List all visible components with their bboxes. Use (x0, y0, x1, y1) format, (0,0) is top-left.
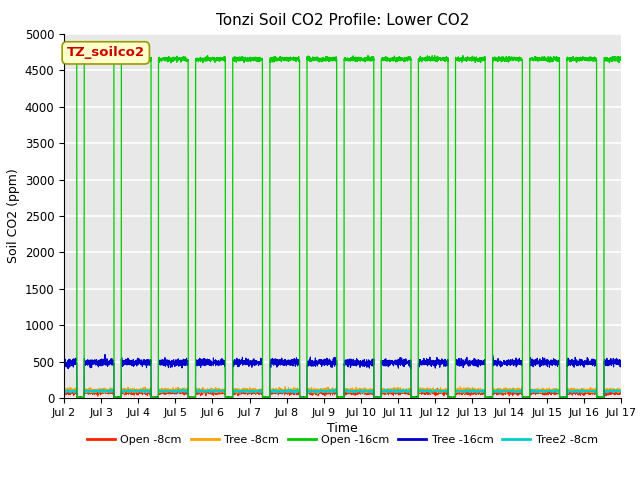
X-axis label: Time: Time (327, 422, 358, 435)
Legend: Open -8cm, Tree -8cm, Open -16cm, Tree -16cm, Tree2 -8cm: Open -8cm, Tree -8cm, Open -16cm, Tree -… (83, 431, 602, 449)
Y-axis label: Soil CO2 (ppm): Soil CO2 (ppm) (8, 168, 20, 264)
Title: Tonzi Soil CO2 Profile: Lower CO2: Tonzi Soil CO2 Profile: Lower CO2 (216, 13, 469, 28)
Text: TZ_soilco2: TZ_soilco2 (67, 47, 145, 60)
